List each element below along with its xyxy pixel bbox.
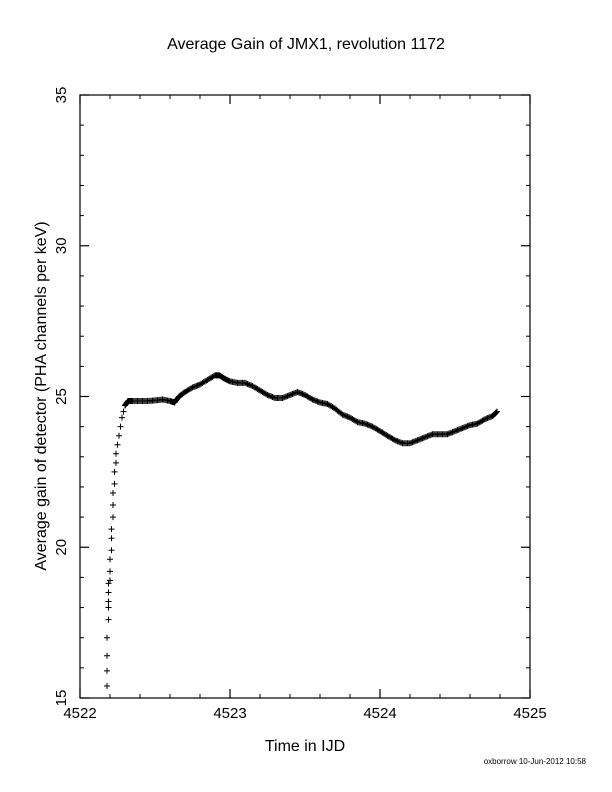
data-point bbox=[104, 652, 110, 659]
data-point bbox=[114, 441, 121, 448]
data-point bbox=[105, 580, 112, 587]
data-series bbox=[104, 372, 500, 689]
data-point bbox=[105, 589, 112, 596]
data-point bbox=[111, 468, 118, 475]
y-tick-label: 15 bbox=[53, 690, 70, 707]
x-tick-label: 4522 bbox=[63, 705, 96, 722]
chart-title: Average Gain of JMX1, revolution 1172 bbox=[167, 36, 445, 53]
y-tick-label: 30 bbox=[53, 237, 70, 254]
data-point bbox=[105, 616, 112, 623]
data-point bbox=[120, 408, 127, 415]
data-point bbox=[107, 568, 113, 575]
data-point bbox=[104, 667, 110, 674]
data-point bbox=[110, 489, 116, 496]
data-point bbox=[116, 432, 122, 439]
data-point bbox=[105, 604, 112, 611]
x-tick-label: 4525 bbox=[513, 705, 546, 722]
data-point bbox=[494, 408, 500, 415]
data-point bbox=[108, 535, 115, 542]
x-tick-label: 4524 bbox=[363, 705, 396, 722]
data-point bbox=[108, 547, 115, 554]
data-point bbox=[117, 423, 124, 430]
data-point bbox=[110, 502, 116, 509]
data-point bbox=[110, 514, 116, 521]
y-tick-label: 25 bbox=[53, 388, 70, 405]
data-point bbox=[113, 459, 119, 466]
x-axis: 4522 4523 4524 4525 bbox=[63, 95, 547, 722]
footer-stamp: oxborrow 10-Jun-2012 10:58 bbox=[483, 757, 586, 766]
x-axis-label: Time in IJD bbox=[264, 738, 346, 755]
data-point bbox=[493, 409, 500, 416]
x-tick-label: 4523 bbox=[213, 705, 246, 722]
data-point bbox=[108, 526, 115, 533]
data-point bbox=[119, 414, 125, 421]
y-tick-label: 35 bbox=[53, 87, 70, 104]
data-point bbox=[105, 598, 112, 605]
y-axis: 15 20 25 30 35 bbox=[53, 87, 530, 707]
y-axis-label: Average gain of detector (PHA channels p… bbox=[33, 221, 50, 571]
data-point bbox=[104, 682, 110, 689]
y-tick-label: 20 bbox=[53, 539, 70, 556]
data-point bbox=[111, 480, 118, 487]
data-point bbox=[113, 450, 119, 457]
data-point bbox=[107, 577, 113, 584]
data-point bbox=[107, 556, 113, 563]
data-point bbox=[104, 634, 110, 641]
